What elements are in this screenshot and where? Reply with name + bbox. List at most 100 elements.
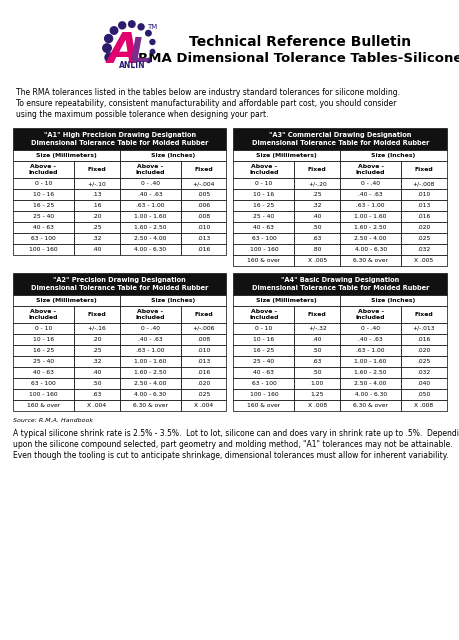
Bar <box>400 378 446 389</box>
Bar <box>294 189 340 200</box>
Text: Fixed: Fixed <box>414 312 432 317</box>
Bar <box>180 189 226 200</box>
Bar <box>180 389 226 400</box>
Text: 160 & over: 160 & over <box>27 403 60 408</box>
Text: .50: .50 <box>312 225 321 230</box>
Text: 25 - 40: 25 - 40 <box>33 359 54 364</box>
Text: 6.30 & over: 6.30 & over <box>353 403 387 408</box>
Text: 2.50 - 4.00: 2.50 - 4.00 <box>134 236 166 241</box>
Text: .016: .016 <box>196 370 210 375</box>
Text: .25: .25 <box>312 192 321 197</box>
Circle shape <box>110 27 118 34</box>
Bar <box>13 150 119 161</box>
Text: 4.00 - 6.30: 4.00 - 6.30 <box>354 247 386 252</box>
Text: Size (Millimeters): Size (Millimeters) <box>256 298 317 303</box>
Text: .16: .16 <box>92 203 101 208</box>
Bar <box>400 255 446 266</box>
Text: 63 - 100: 63 - 100 <box>251 236 276 241</box>
Text: 100 - 160: 100 - 160 <box>29 247 58 252</box>
Bar <box>400 189 446 200</box>
Text: .032: .032 <box>416 247 430 252</box>
Bar <box>13 378 74 389</box>
Bar <box>119 323 180 334</box>
Text: 16 - 25: 16 - 25 <box>253 203 274 208</box>
Bar <box>400 400 446 411</box>
Bar <box>233 378 294 389</box>
Bar <box>233 200 294 211</box>
Text: .63 - 1.00: .63 - 1.00 <box>135 203 164 208</box>
Text: .40 - .63: .40 - .63 <box>138 192 162 197</box>
Text: 1.00 - 1.60: 1.00 - 1.60 <box>354 359 386 364</box>
Bar <box>74 178 119 189</box>
Text: .40: .40 <box>312 214 321 219</box>
Text: "A2" Precision Drawing Designation
Dimensional Tolerance Table for Molded Rubber: "A2" Precision Drawing Designation Dimen… <box>31 277 208 291</box>
Text: .025: .025 <box>416 359 430 364</box>
Text: 40 - 63: 40 - 63 <box>253 225 274 230</box>
Bar <box>340 233 400 244</box>
Text: .40 - .63: .40 - .63 <box>138 337 162 342</box>
Bar <box>400 389 446 400</box>
Bar <box>180 356 226 367</box>
Bar <box>74 389 119 400</box>
Text: 100 - 160: 100 - 160 <box>29 392 58 397</box>
Text: +/-.004: +/-.004 <box>192 181 214 186</box>
Bar <box>340 150 446 161</box>
Bar <box>340 244 400 255</box>
Text: 6.30 & over: 6.30 & over <box>132 403 168 408</box>
Text: X .004: X .004 <box>194 403 213 408</box>
Text: .63 - 1.00: .63 - 1.00 <box>356 203 384 208</box>
Text: Size (Inches): Size (Inches) <box>371 298 415 303</box>
Bar <box>340 255 400 266</box>
Text: The RMA tolerances listed in the tables below are industry standard tolerances f: The RMA tolerances listed in the tables … <box>16 88 399 97</box>
Text: 4.00 - 6.30: 4.00 - 6.30 <box>134 247 166 252</box>
Text: .25: .25 <box>92 225 101 230</box>
Bar <box>233 323 294 334</box>
Text: +/-.32: +/-.32 <box>307 326 326 331</box>
Text: Above -
Included: Above - Included <box>28 309 58 320</box>
Bar <box>340 400 400 411</box>
Text: .40: .40 <box>92 247 101 252</box>
Bar <box>74 367 119 378</box>
Bar <box>13 128 226 150</box>
Text: 16 - 25: 16 - 25 <box>33 348 54 353</box>
Bar <box>74 356 119 367</box>
Circle shape <box>118 22 125 29</box>
Bar <box>119 222 180 233</box>
Bar <box>340 295 446 306</box>
Bar <box>180 244 226 255</box>
Bar <box>13 200 74 211</box>
Bar <box>233 334 294 345</box>
Text: +/-.10: +/-.10 <box>87 181 106 186</box>
Text: 40 - 63: 40 - 63 <box>33 225 54 230</box>
Text: Size (Inches): Size (Inches) <box>151 298 195 303</box>
Bar <box>340 161 400 178</box>
Text: 160 & over: 160 & over <box>247 258 280 263</box>
Text: 1.00 - 1.60: 1.00 - 1.60 <box>134 214 166 219</box>
Text: .20: .20 <box>92 214 101 219</box>
Text: .040: .040 <box>417 381 430 386</box>
Text: 2.50 - 4.00: 2.50 - 4.00 <box>354 381 386 386</box>
Bar <box>340 222 400 233</box>
Bar <box>294 222 340 233</box>
Bar <box>340 178 400 189</box>
Text: .010: .010 <box>196 348 210 353</box>
Bar <box>119 356 180 367</box>
Bar <box>74 345 119 356</box>
Text: .50: .50 <box>92 381 101 386</box>
Text: 0 - .40: 0 - .40 <box>360 326 379 331</box>
Bar <box>180 233 226 244</box>
Bar <box>233 356 294 367</box>
Bar <box>294 178 340 189</box>
Text: .032: .032 <box>416 370 430 375</box>
Text: Size (Inches): Size (Inches) <box>371 153 415 158</box>
Bar <box>400 244 446 255</box>
Text: 4.00 - 6.30: 4.00 - 6.30 <box>354 392 386 397</box>
Bar <box>74 233 119 244</box>
Bar <box>294 400 340 411</box>
Bar <box>119 189 180 200</box>
Text: 1.00 - 1.60: 1.00 - 1.60 <box>134 359 166 364</box>
Text: 0 - .40: 0 - .40 <box>140 326 159 331</box>
Circle shape <box>138 24 144 30</box>
Circle shape <box>150 49 154 54</box>
Text: 1.60 - 2.50: 1.60 - 2.50 <box>353 225 386 230</box>
